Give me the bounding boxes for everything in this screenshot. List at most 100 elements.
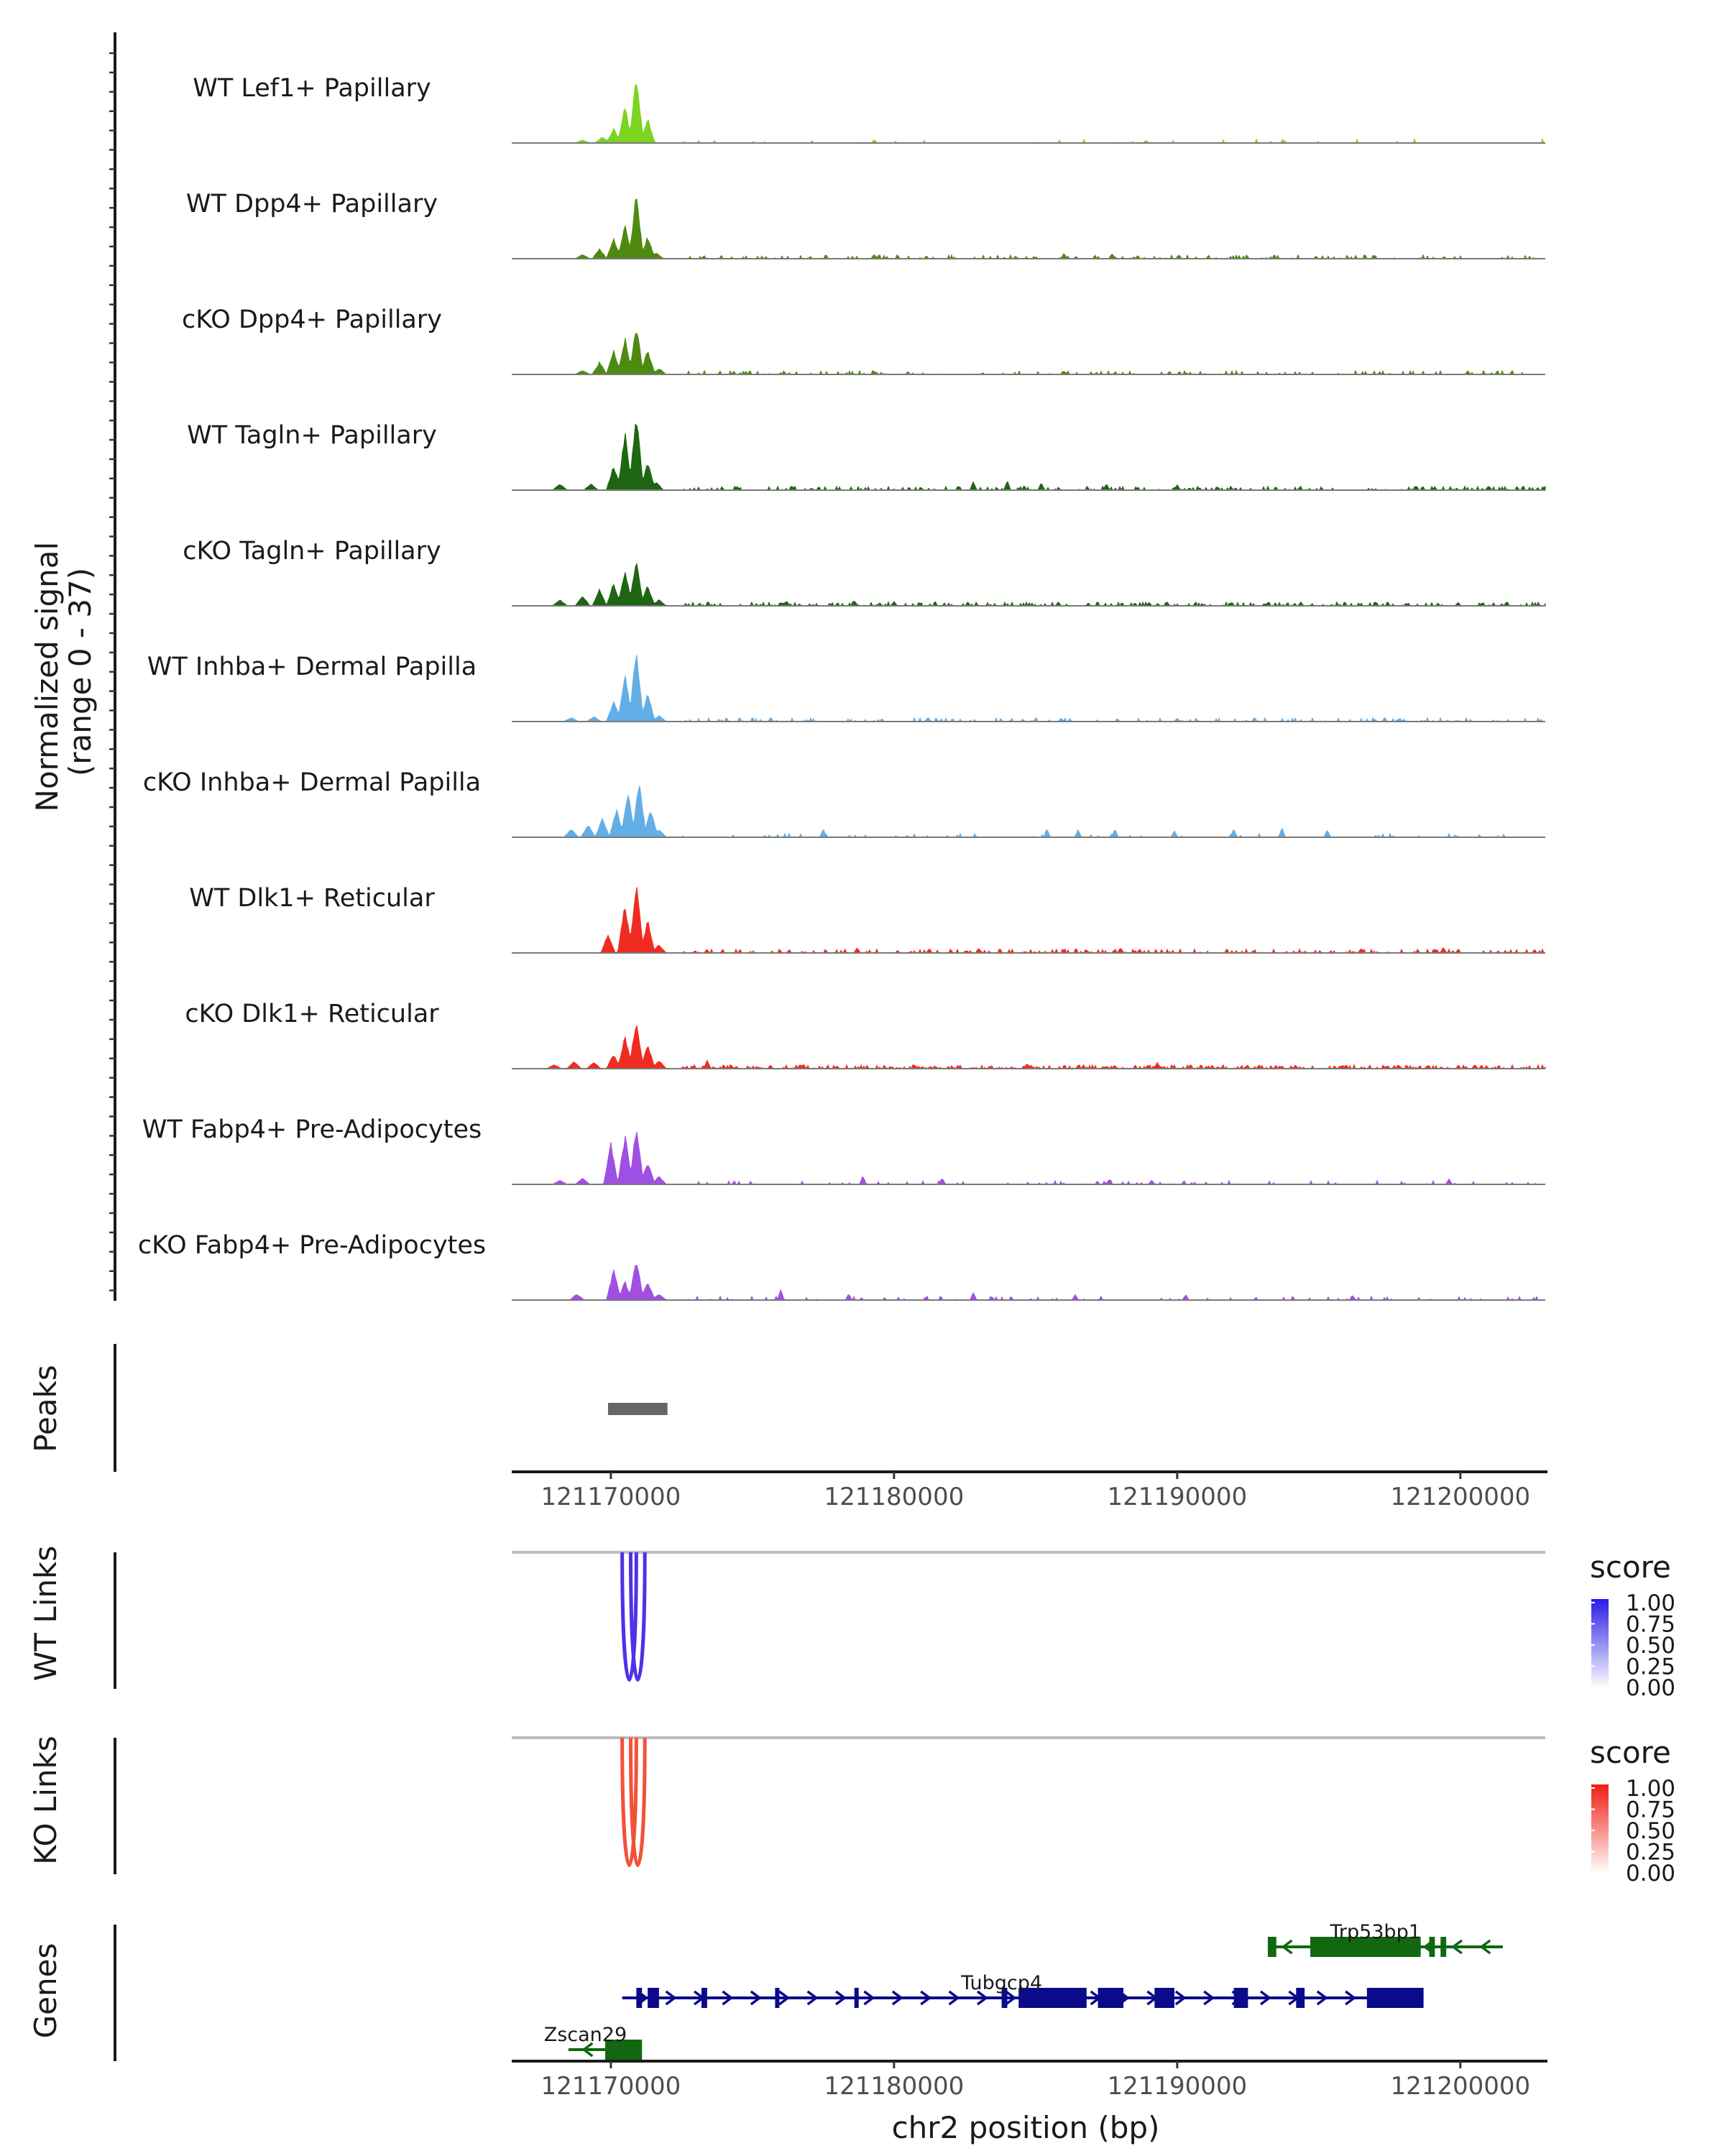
gene-exon — [1310, 1937, 1421, 1957]
x-tick-label: 121170000 — [541, 1483, 681, 1511]
track-wt-dpp4-papillary: WT Dpp4+ Papillary — [186, 190, 1545, 260]
gene-exon — [1018, 1988, 1087, 2008]
coverage-area-wt-tagln-papillary — [512, 423, 1546, 492]
legend-tick-label: 0.75 — [1626, 1797, 1675, 1823]
coverage-area-wt-dpp4-papillary — [512, 198, 1545, 260]
track-label: WT Dpp4+ Papillary — [186, 190, 438, 218]
legend-tick-label: 0.00 — [1626, 1861, 1675, 1886]
gene-label: Tubgcp4 — [960, 1972, 1042, 1994]
legend-tick-label: 1.00 — [1626, 1590, 1675, 1616]
strand-arrow — [1450, 1939, 1463, 1955]
track-wt-dlk1-reticular: WT Dlk1+ Reticular — [189, 884, 1545, 954]
x-tick-label: 121180000 — [824, 1483, 965, 1511]
coverage-tracks: WT Lef1+ Papillary WT Dpp4+ Papillary cKO … — [138, 74, 1546, 1302]
strand-arrow — [722, 1990, 734, 2006]
score-legend: score 1.000.750.500.250.00 — [1590, 1735, 1675, 1886]
track-cko-fabp4-pre-adipocytes: cKO Fabp4+ Pre-Adipocytes — [138, 1231, 1545, 1302]
legend-tick-label: 0.50 — [1626, 1818, 1675, 1844]
coverage-area-cko-tagln-papillary — [512, 562, 1546, 607]
track-label: WT Inhba+ Dermal Papilla — [147, 653, 477, 681]
legend-tick-label: 0.25 — [1626, 1840, 1675, 1866]
strand-arrow — [665, 1990, 677, 2006]
gene-trp53bp1: Trp53bp1 — [1267, 1921, 1503, 1957]
gene-exon — [648, 1988, 659, 2008]
track-label: WT Dlk1+ Reticular — [189, 884, 435, 913]
track-label: cKO Tagln+ Papillary — [183, 537, 441, 566]
strand-arrow — [863, 1990, 875, 2006]
strand-arrow — [778, 1990, 791, 2006]
gene-exon — [1001, 1988, 1008, 2008]
track-wt-lef1-papillary: WT Lef1+ Papillary — [193, 74, 1545, 144]
coverage-area-cko-dpp4-papillary — [512, 333, 1545, 376]
track-label: WT Tagln+ Papillary — [187, 421, 437, 450]
gene-exon — [1296, 1988, 1305, 2008]
links-track-label: WT Links — [28, 1546, 63, 1681]
strand-arrow — [920, 1990, 932, 2006]
strand-arrow — [750, 1990, 762, 2006]
gene-exon — [1154, 1988, 1174, 2008]
track-wt-inhba-dermal-papilla: WT Inhba+ Dermal Papilla — [147, 653, 1545, 723]
x-tick-label: 121200000 — [1390, 2072, 1530, 2101]
gene-exon — [1429, 1937, 1435, 1957]
genes-track: Genes Trp53bp1 Tubgcp4 Zscan29 — [28, 1921, 1503, 2061]
strand-arrow — [948, 1990, 960, 2006]
gene-exon — [1366, 1988, 1424, 2008]
x-axis-title: chr2 position (bp) — [892, 2110, 1160, 2145]
legend-tick-label: 1.00 — [1626, 1776, 1675, 1802]
gene-exon — [1233, 1988, 1248, 2008]
links-wt-links: WT Links score 1.000.750.500.250.00 — [28, 1546, 1675, 1701]
strand-arrow — [1005, 1990, 1017, 2006]
link-arc — [620, 1737, 638, 1867]
gene-exon — [1440, 1937, 1447, 1957]
peak-region — [607, 1403, 668, 1415]
legend-tick-label: 0.00 — [1626, 1675, 1675, 1701]
coverage-area-wt-lef1-papillary — [512, 83, 1545, 144]
track-cko-dpp4-papillary: cKO Dpp4+ Papillary — [182, 305, 1545, 376]
x-tick-label: 121180000 — [824, 2072, 965, 2101]
track-wt-tagln-papillary: WT Tagln+ Papillary — [187, 421, 1546, 492]
gene-exon — [854, 1988, 859, 2008]
x-axis-bottom: 121170000 121180000 121190000 121200000 — [512, 2060, 1547, 2101]
legend-tick-label: 0.75 — [1626, 1612, 1675, 1638]
strand-arrow — [1281, 1939, 1293, 1955]
track-cko-dlk1-reticular: cKO Dlk1+ Reticular — [185, 1000, 1546, 1070]
coverage-area-wt-inhba-dermal-papilla — [512, 655, 1545, 723]
link-arc — [628, 1552, 647, 1682]
gene-exon — [1098, 1988, 1123, 2008]
peaks-track: Peaks — [28, 1344, 668, 1472]
coverage-area-cko-inhba-dermal-papilla — [512, 786, 1545, 839]
legend-tick-label: 0.25 — [1626, 1654, 1675, 1680]
strand-arrow — [834, 1990, 847, 2006]
gene-tubgcp4: Tubgcp4 — [622, 1972, 1424, 2008]
coverage-area-cko-fabp4-pre-adipocytes — [512, 1264, 1545, 1302]
track-label: WT Fabp4+ Pre-Adipocytes — [142, 1115, 482, 1144]
track-label: cKO Dlk1+ Reticular — [185, 1000, 439, 1028]
strand-arrow — [1479, 1939, 1491, 1955]
x-tick-label: 121190000 — [1107, 2072, 1247, 2101]
x-tick-label: 121190000 — [1107, 1483, 1247, 1511]
peaks-track-label: Peaks — [28, 1365, 63, 1452]
x-tick-label: 121200000 — [1390, 1483, 1530, 1511]
x-tick-label: 121170000 — [541, 2072, 681, 2101]
coverage-y-axis — [109, 32, 116, 1301]
track-label: cKO Inhba+ Dermal Papilla — [143, 768, 481, 797]
score-legend: score 1.000.750.500.250.00 — [1590, 1549, 1675, 1701]
track-cko-tagln-papillary: cKO Tagln+ Papillary — [183, 537, 1546, 607]
link-arc — [620, 1552, 638, 1682]
legend-title: score — [1590, 1549, 1671, 1585]
coverage-area-wt-fabp4-pre-adipocytes — [512, 1131, 1545, 1185]
x-axis-middle: 121170000 121180000 121190000 121200000 — [512, 1470, 1547, 1511]
strand-arrow — [976, 1990, 988, 2006]
legend-title: score — [1590, 1735, 1671, 1770]
legend-tick-label: 0.50 — [1626, 1633, 1675, 1659]
strand-arrow — [1345, 1990, 1357, 2006]
coverage-y-axis-title-line1: Normalized signal — [29, 542, 65, 812]
gene-exon — [701, 1988, 707, 2008]
track-cko-inhba-dermal-papilla: cKO Inhba+ Dermal Papilla — [143, 768, 1545, 839]
gene-exon — [775, 1988, 780, 2008]
track-label: cKO Dpp4+ Papillary — [182, 305, 442, 334]
track-label: cKO Fabp4+ Pre-Adipocytes — [138, 1231, 486, 1260]
gene-exon — [605, 2040, 643, 2060]
track-wt-fabp4-pre-adipocytes: WT Fabp4+ Pre-Adipocytes — [142, 1115, 1545, 1185]
